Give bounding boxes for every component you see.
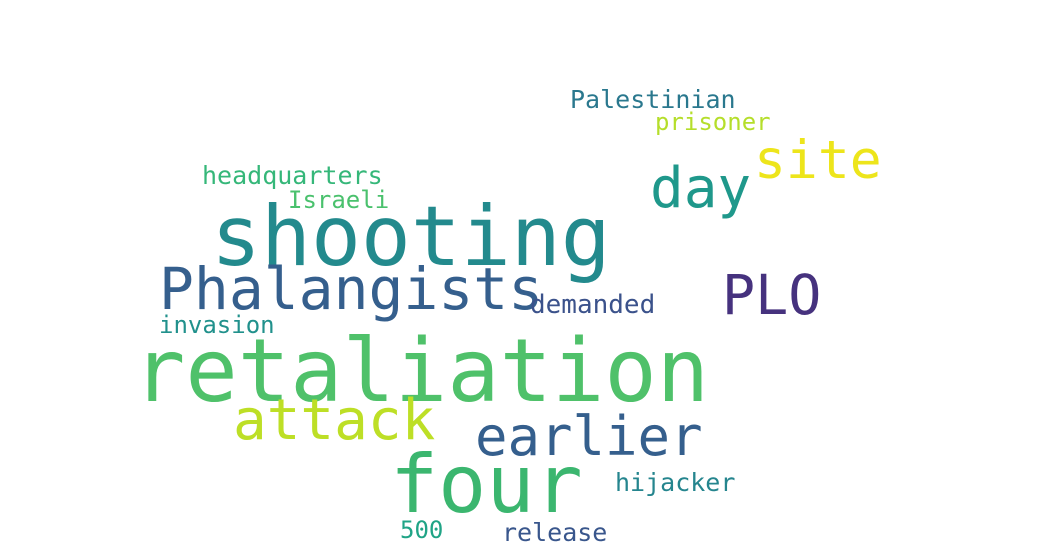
word-attack: attack — [233, 388, 436, 453]
word-prisoner: prisoner — [655, 108, 771, 136]
word-day: day — [650, 156, 752, 221]
word-four: four — [390, 438, 583, 531]
word-invasion: invasion — [159, 311, 275, 339]
word-release: release — [502, 518, 608, 547]
word-500: 500 — [400, 516, 444, 544]
word-retaliation: retaliation — [133, 320, 710, 422]
word-plo: PLO — [722, 263, 822, 327]
word-demanded: demanded — [530, 290, 656, 320]
word-phalangists: Phalangists — [159, 255, 544, 323]
word-israeli: Israeli — [288, 186, 390, 214]
word-earlier: earlier — [475, 405, 703, 468]
word-headquarters: headquarters — [202, 161, 383, 190]
word-site: site — [754, 130, 882, 191]
word-palestinian: Palestinian — [570, 85, 736, 114]
word-shooting: shooting — [211, 188, 611, 285]
word-hijacker: hijacker — [615, 468, 736, 497]
